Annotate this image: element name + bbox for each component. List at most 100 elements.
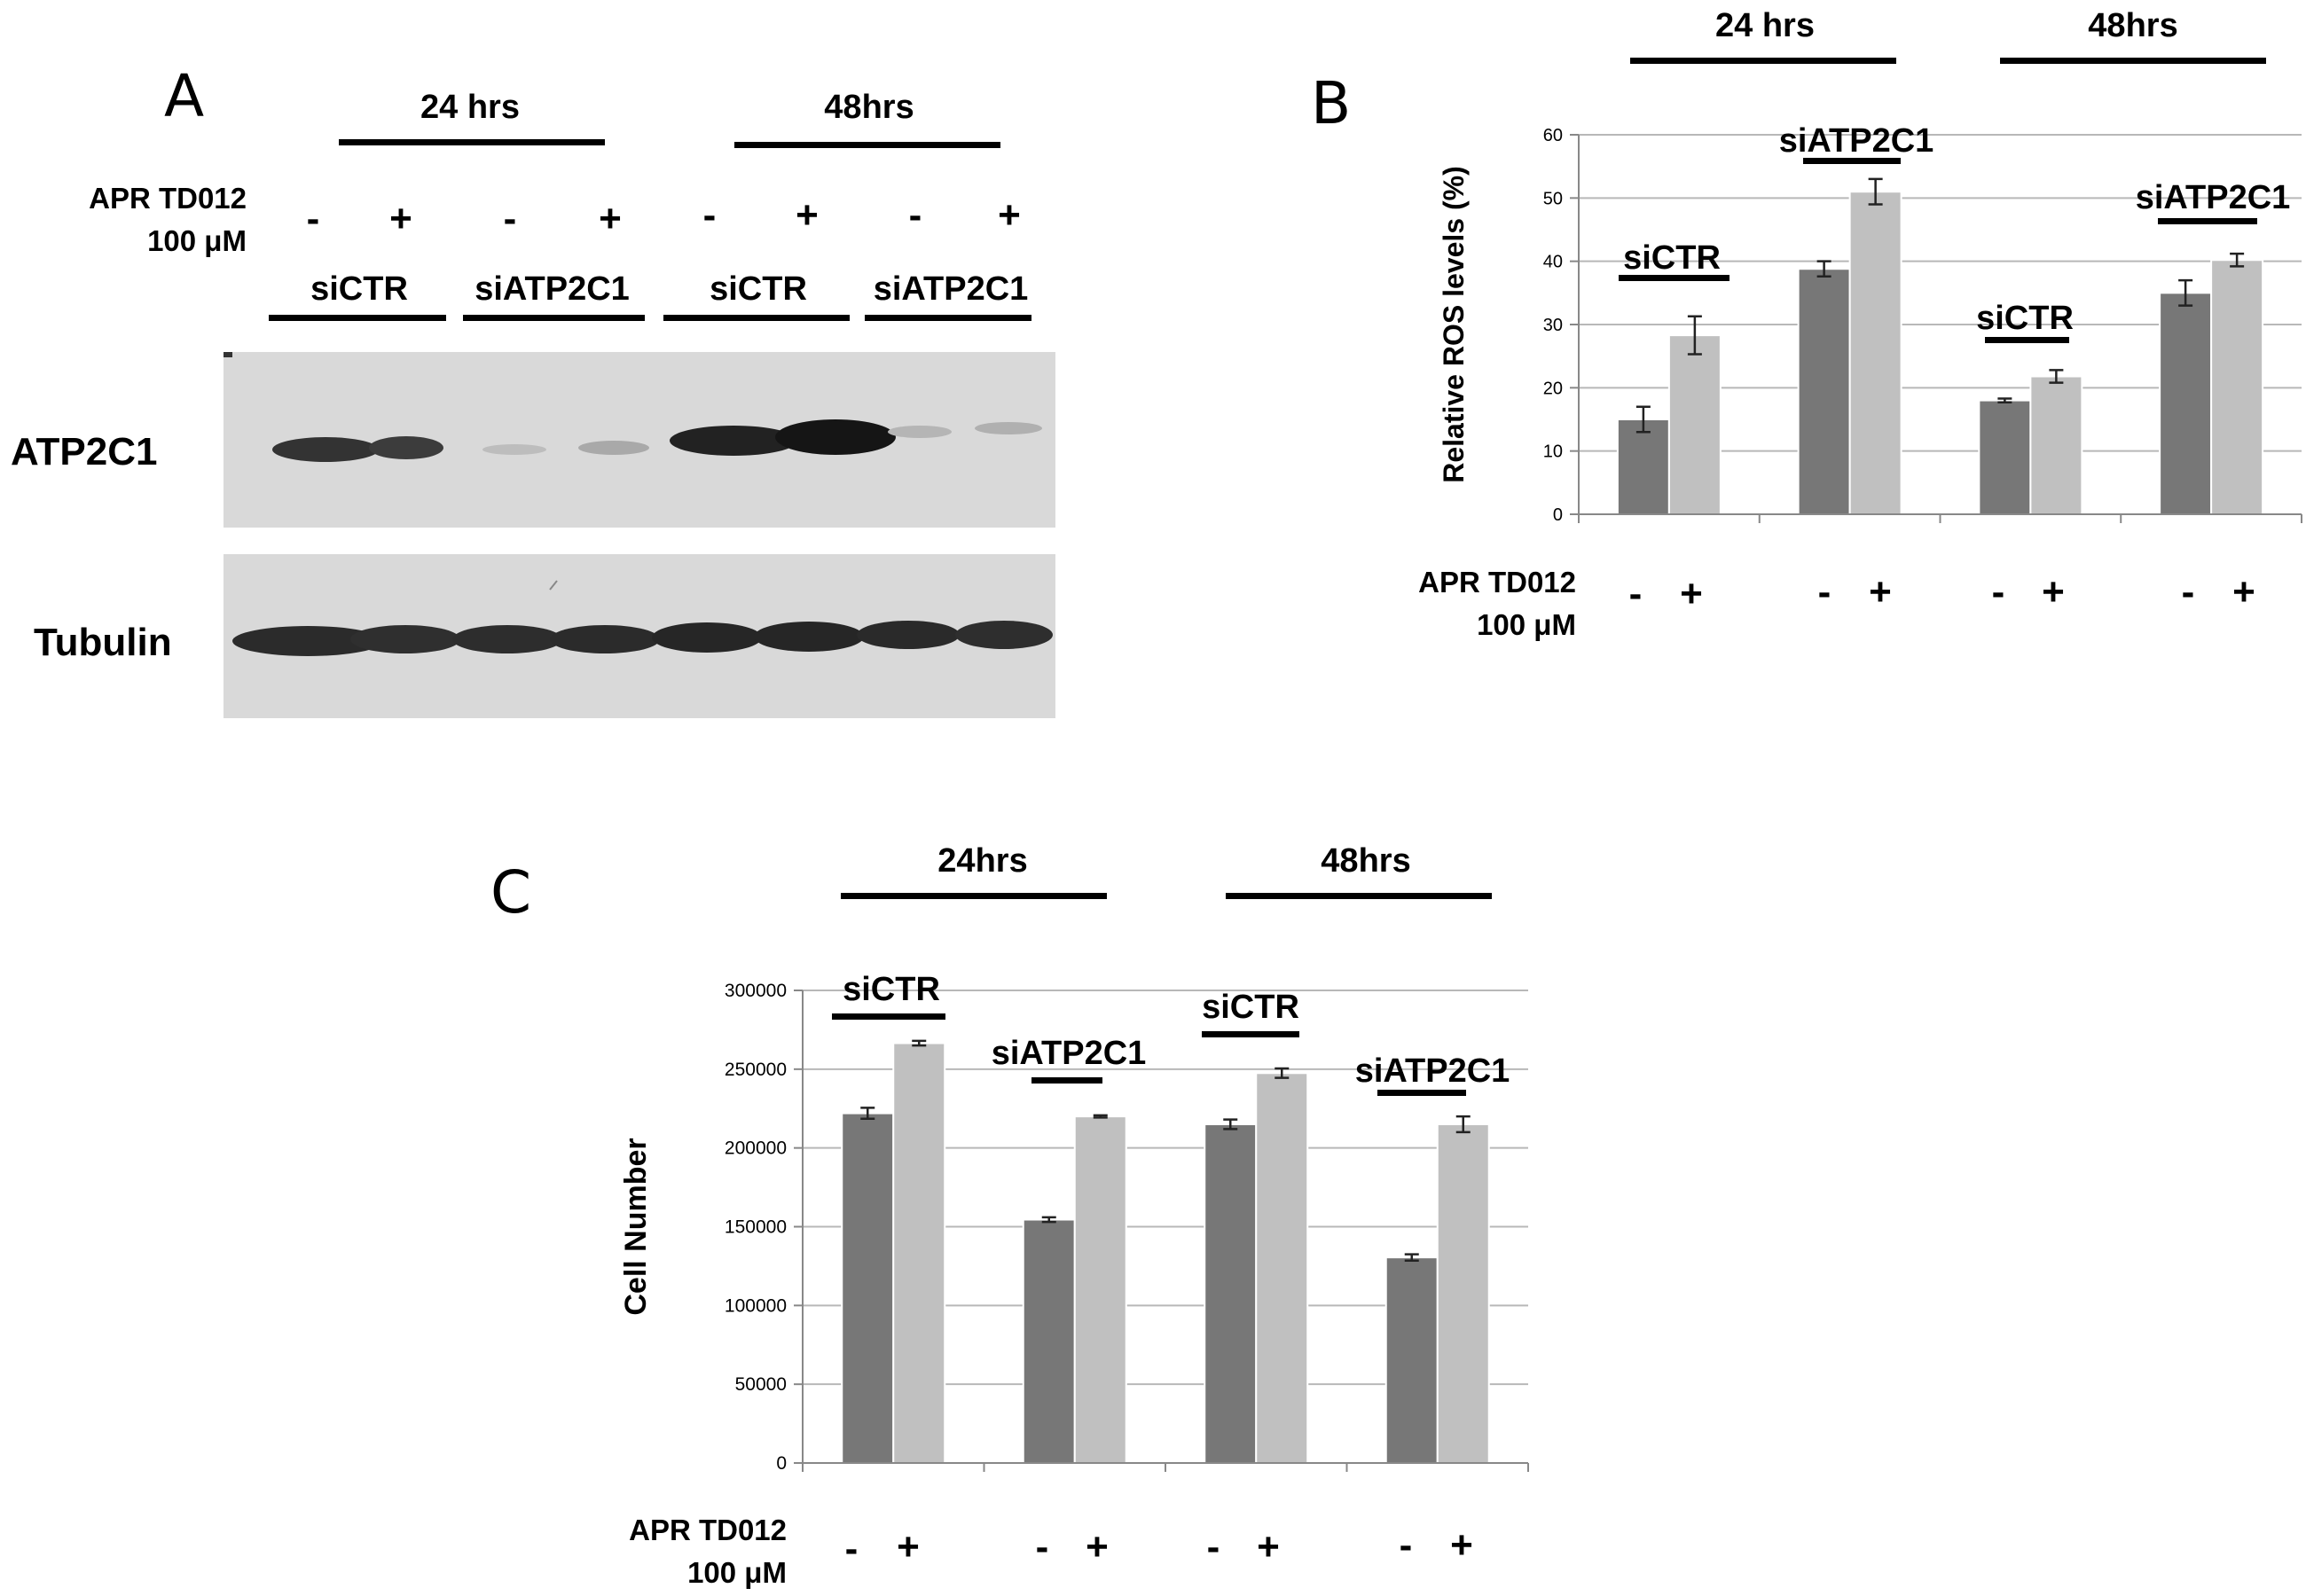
y-axis-label: Cell Number: [619, 1138, 653, 1315]
panel-b-letter: B: [1311, 69, 1352, 137]
bar: [1255, 1072, 1309, 1465]
treatment-label-line1: APR TD012: [89, 182, 247, 215]
bar: [1616, 419, 1670, 515]
panel-b-sign: -: [1628, 572, 1643, 615]
panel-a-group-bar: [463, 315, 645, 321]
bar: [1204, 1123, 1258, 1465]
y-tick-label: 0: [776, 1453, 787, 1474]
treatment-label-line2: 100 μM: [1477, 608, 1576, 641]
y-tick-label: 10: [1543, 442, 1563, 462]
panel-b-group-bar: [1803, 158, 1901, 164]
treatment-label-line1: APR TD012: [1418, 566, 1576, 598]
y-axis-label: Relative ROS levels (%): [1438, 166, 1470, 482]
panel-b-time-header-48: 48hrs: [2088, 7, 2178, 44]
panel-c-sign: +: [1450, 1523, 1473, 1567]
panel-b-sign: +: [1869, 570, 1892, 614]
panel-a-group-label: siATP2C1: [475, 270, 630, 308]
panel-c-group-label: siCTR: [1202, 989, 1299, 1026]
panel-a-row-label-tubulin: Tubulin: [34, 621, 172, 664]
panel-a-sign: -: [503, 197, 517, 240]
y-tick-label: 60: [1543, 126, 1563, 145]
panel-c-sign: +: [1086, 1525, 1109, 1569]
y-tick-label: 150000: [725, 1217, 787, 1238]
panel-a-sign: +: [599, 197, 622, 240]
y-tick-label: 200000: [725, 1138, 787, 1159]
treatment-label-line1: APR TD012: [629, 1514, 787, 1546]
western-blot-tubulin: [224, 554, 1055, 718]
panel-c-sign: -: [1035, 1525, 1049, 1569]
panel-b-treatment-label: APR TD012 100 μM: [1379, 561, 1576, 646]
panel-b-time-bar-48: [2000, 58, 2266, 64]
bar: [1797, 268, 1851, 515]
panel-b-sign: +: [2232, 570, 2255, 614]
panel-a-group-bar: [269, 315, 446, 321]
panel-a-group-label: siCTR: [710, 270, 807, 308]
bar: [1384, 1256, 1439, 1465]
panel-a-row-label-atp2c1: ATP2C1: [11, 430, 158, 473]
panel-a-sign: +: [796, 193, 819, 237]
panel-b-group-label: siATP2C1: [2135, 179, 2291, 216]
treatment-label-line2: 100 μM: [147, 224, 247, 257]
panel-c-sign: +: [1257, 1525, 1280, 1569]
bar: [1073, 1115, 1127, 1464]
panel-b-sign: -: [2181, 570, 2195, 614]
bar: [892, 1042, 946, 1464]
panel-b-group-label: siATP2C1: [1778, 122, 1934, 160]
panel-a-group-label: siCTR: [310, 270, 408, 308]
panel-a-sign: -: [908, 193, 922, 237]
panel-a-time-bar-48: [734, 142, 1000, 148]
y-tick-label: 100000: [725, 1295, 787, 1316]
panel-b-sign: +: [2042, 570, 2065, 614]
panel-b-sign: -: [1817, 570, 1831, 614]
panel-a-group-bar: [663, 315, 850, 321]
panel-b-sign: -: [1991, 570, 2005, 614]
panel-a-sign: -: [702, 193, 717, 237]
panel-b-chart: 0 10 20 30 40 50 60 Relative ROS levels (%): [1438, 126, 2302, 525]
panel-c-group-label: siATP2C1: [991, 1035, 1147, 1072]
panel-a-time-bar-24: [339, 139, 605, 145]
panel-c-sign: -: [1206, 1525, 1220, 1569]
panel-a-sign: +: [389, 197, 412, 240]
panel-c-time-header-48: 48hrs: [1321, 842, 1411, 880]
y-tick-label: 40: [1543, 253, 1563, 272]
panel-a-sign: -: [306, 197, 320, 240]
western-blot-atp2c1: [224, 352, 1055, 528]
panel-b-time-header-24: 24 hrs: [1715, 7, 1815, 44]
panel-a-time-header-48: 48hrs: [824, 89, 914, 126]
y-tick-label: 300000: [725, 981, 787, 1001]
panel-c-time-bar-48: [1226, 893, 1492, 899]
bar: [1436, 1123, 1490, 1465]
panel-a-time-header-24: 24 hrs: [420, 89, 520, 126]
panel-b-group-bar: [1619, 275, 1730, 281]
panel-c-sign: -: [844, 1527, 859, 1570]
y-tick-label: 30: [1543, 316, 1563, 335]
panel-a-treatment-label: APR TD012 100 μM: [60, 177, 247, 262]
treatment-label-line2: 100 μM: [687, 1556, 787, 1589]
y-tick-label: 0: [1553, 505, 1563, 525]
panel-b-group-bar: [1985, 337, 2069, 343]
panel-c-group-bar: [1377, 1090, 1466, 1096]
panel-a-letter: A: [164, 62, 205, 130]
panel-c-sign: -: [1399, 1523, 1413, 1567]
panel-c-letter: C: [490, 858, 532, 927]
panel-b-time-bar-24: [1630, 58, 1896, 64]
panel-c-sign: +: [897, 1525, 920, 1569]
western-blot-tubulin-bands: [232, 580, 1053, 656]
bar: [841, 1112, 895, 1464]
western-blot-atp2c1-bands: [224, 352, 1042, 462]
panel-a-group-bar: [865, 315, 1031, 321]
panel-b-sign: +: [1680, 572, 1703, 615]
y-tick-label: 250000: [725, 1060, 787, 1080]
bar: [1978, 399, 2032, 515]
bar: [1022, 1218, 1076, 1464]
y-tick-label: 50: [1543, 189, 1563, 208]
y-tick-label: 50000: [735, 1374, 787, 1395]
bar: [2029, 375, 2083, 516]
panel-c-group-label: siCTR: [843, 971, 940, 1008]
panel-b-group-label: siCTR: [1623, 239, 1721, 277]
panel-b-group-bar: [2158, 218, 2257, 224]
panel-c-group-bar: [1202, 1031, 1299, 1037]
panel-a-group-label: siATP2C1: [873, 270, 1029, 308]
panel-c-group-bar: [1031, 1077, 1102, 1084]
